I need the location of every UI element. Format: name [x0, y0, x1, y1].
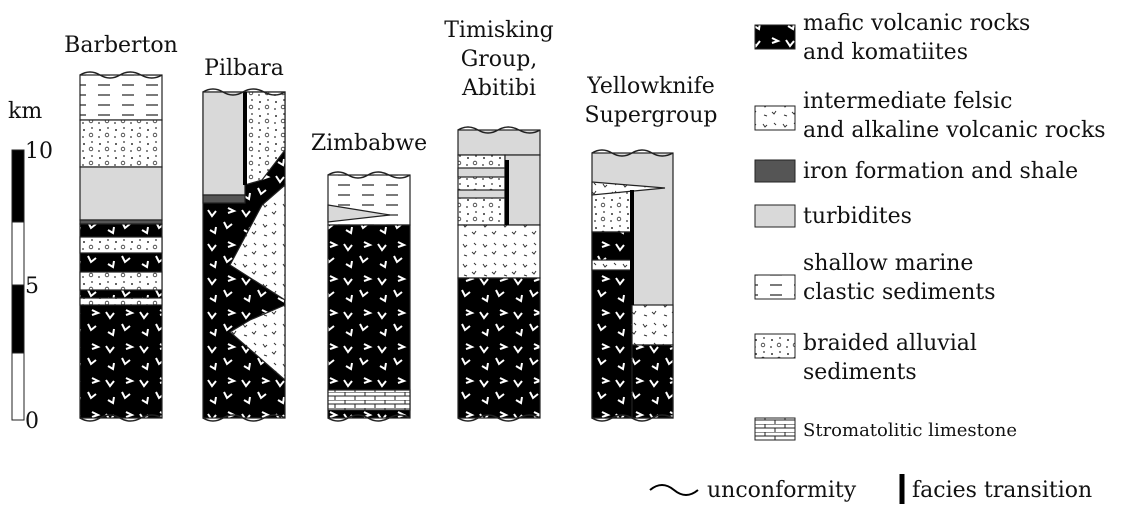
legend-label: mafic volcanic rocks — [803, 11, 1030, 36]
scale-tick: 5 — [25, 274, 39, 299]
scale-tick: 10 — [25, 139, 53, 164]
scale-unit: km — [8, 99, 42, 124]
column-label: Supergroup — [585, 103, 718, 128]
scale-tick: 0 — [25, 409, 39, 434]
column-label: Yellowknife — [586, 74, 714, 99]
column-label: Abitibi — [461, 76, 536, 101]
facies-lines — [243, 92, 634, 305]
legend-label: shallow marine — [803, 251, 973, 276]
unconformities — [79, 71, 674, 422]
column-label: Barberton — [64, 33, 178, 58]
legend-label: iron formation and shale — [803, 159, 1078, 184]
legend-label: sediments — [803, 360, 917, 385]
scale-bar — [11, 149, 25, 421]
legend-swatches — [754, 24, 796, 441]
legend-label: Stromatolitic limestone — [803, 420, 1017, 441]
legend-label: and komatiites — [803, 40, 968, 65]
legend-label: facies transition — [912, 478, 1092, 503]
column-label: Pilbara — [204, 56, 284, 81]
column-label: Group, — [461, 47, 538, 72]
legend-label: braided alluvial — [803, 331, 977, 356]
legend-label: intermediate felsic — [803, 89, 1012, 114]
legend-label: turbidites — [803, 204, 912, 229]
unconformity-symbol — [649, 484, 699, 496]
legend-label: clastic sediments — [803, 280, 996, 305]
legend-label: unconformity — [707, 478, 857, 503]
legend-label: and alkaline volcanic rocks — [803, 118, 1106, 143]
column-label: Timisking — [444, 18, 554, 43]
column-label: Zimbabwe — [311, 131, 427, 156]
